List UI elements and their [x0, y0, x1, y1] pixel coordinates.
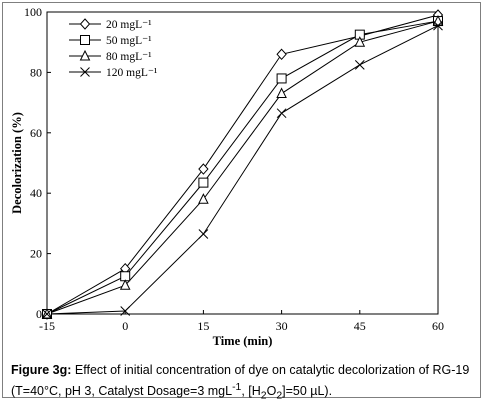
- series-lines: [46, 14, 439, 315]
- x-stroke: [42, 309, 52, 319]
- data-point-square: [276, 73, 287, 84]
- x-stroke: [120, 306, 131, 316]
- caption-sub-b: 2: [260, 390, 267, 402]
- legend-label: 80 mgL⁻¹: [106, 51, 152, 63]
- x-stroke: [80, 67, 90, 77]
- data-point-triangle: [354, 36, 366, 47]
- figure-caption: Figure 3g: Effect of initial concentrati…: [11, 362, 481, 405]
- data-point-triangle: [276, 87, 287, 99]
- data-point-diamond: [276, 48, 287, 61]
- x-tick-label: 15: [197, 319, 209, 333]
- legend-label: 50 mgL⁻¹: [106, 35, 152, 47]
- x-tick-label: 30: [276, 319, 288, 333]
- caption-text-a: Effect of initial concentration of dye o…: [11, 363, 470, 399]
- y-tick-label: 60: [30, 126, 42, 140]
- x-tick-label: 0: [122, 319, 128, 333]
- y-tick-label: 20: [30, 247, 42, 261]
- caption-text-c: O: [266, 384, 277, 399]
- series-markers: [41, 9, 444, 320]
- legend-label: 120 mgL⁻¹: [106, 67, 158, 79]
- y-tick-label: 80: [30, 65, 42, 79]
- legend-entry: 80 mgL⁻¹: [69, 49, 152, 63]
- figure-frame: -15 0 15 30 45 60 0 20 40 60 80 100 Time (min) Decolo…: [2, 2, 481, 402]
- data-point-triangle: [119, 279, 131, 290]
- caption-text-b: , [H: [241, 384, 261, 399]
- data-point-x: [80, 67, 90, 77]
- caption-sub-c: 2: [276, 390, 283, 402]
- data-point-x: [120, 306, 131, 316]
- legend-label: 20 mgL⁻¹: [106, 19, 152, 31]
- data-point-x: [198, 229, 209, 239]
- data-point-x: [276, 108, 287, 119]
- x-stroke: [354, 59, 365, 70]
- legend: 20 mgL⁻¹ 50 mgL⁻¹ 80 mgL⁻¹ 120 mgL⁻¹: [69, 18, 158, 79]
- data-point-x: [42, 309, 52, 319]
- caption-sup-a: -1: [232, 382, 242, 393]
- x-stroke: [276, 108, 287, 119]
- x-stroke: [198, 229, 209, 239]
- y-tick-label: 0: [36, 307, 42, 321]
- data-point-diamond: [198, 163, 209, 175]
- y-tick-label: 100: [24, 5, 42, 19]
- x-tick-label: 45: [354, 319, 366, 333]
- data-point-x: [354, 59, 365, 70]
- x-stroke: [433, 20, 443, 31]
- caption-label: Figure 3g:: [11, 363, 72, 377]
- y-axis-title: Decolorization (%): [10, 112, 24, 214]
- x-axis-title: Time (min): [213, 334, 273, 348]
- caption-text-d: ]=50 µL).: [282, 384, 333, 399]
- data-point-square: [80, 35, 90, 45]
- data-point-square: [198, 177, 209, 188]
- data-point-triangle: [79, 49, 91, 61]
- series-line-3: [46, 20, 439, 315]
- data-point-x: [433, 20, 443, 31]
- data-point-diamond: [79, 18, 91, 30]
- x-tick-label: 60: [432, 319, 444, 333]
- series-line-2: [46, 20, 439, 315]
- data-point-triangle: [198, 193, 209, 204]
- legend-entry: 20 mgL⁻¹: [69, 18, 152, 31]
- legend-entry: 120 mgL⁻¹: [69, 67, 158, 79]
- y-tick-label: 40: [30, 186, 42, 200]
- series-line-4: [46, 25, 439, 315]
- legend-entry: 50 mgL⁻¹: [69, 35, 152, 47]
- x-tick-label: -15: [39, 319, 55, 333]
- plot-area-border: [46, 11, 439, 315]
